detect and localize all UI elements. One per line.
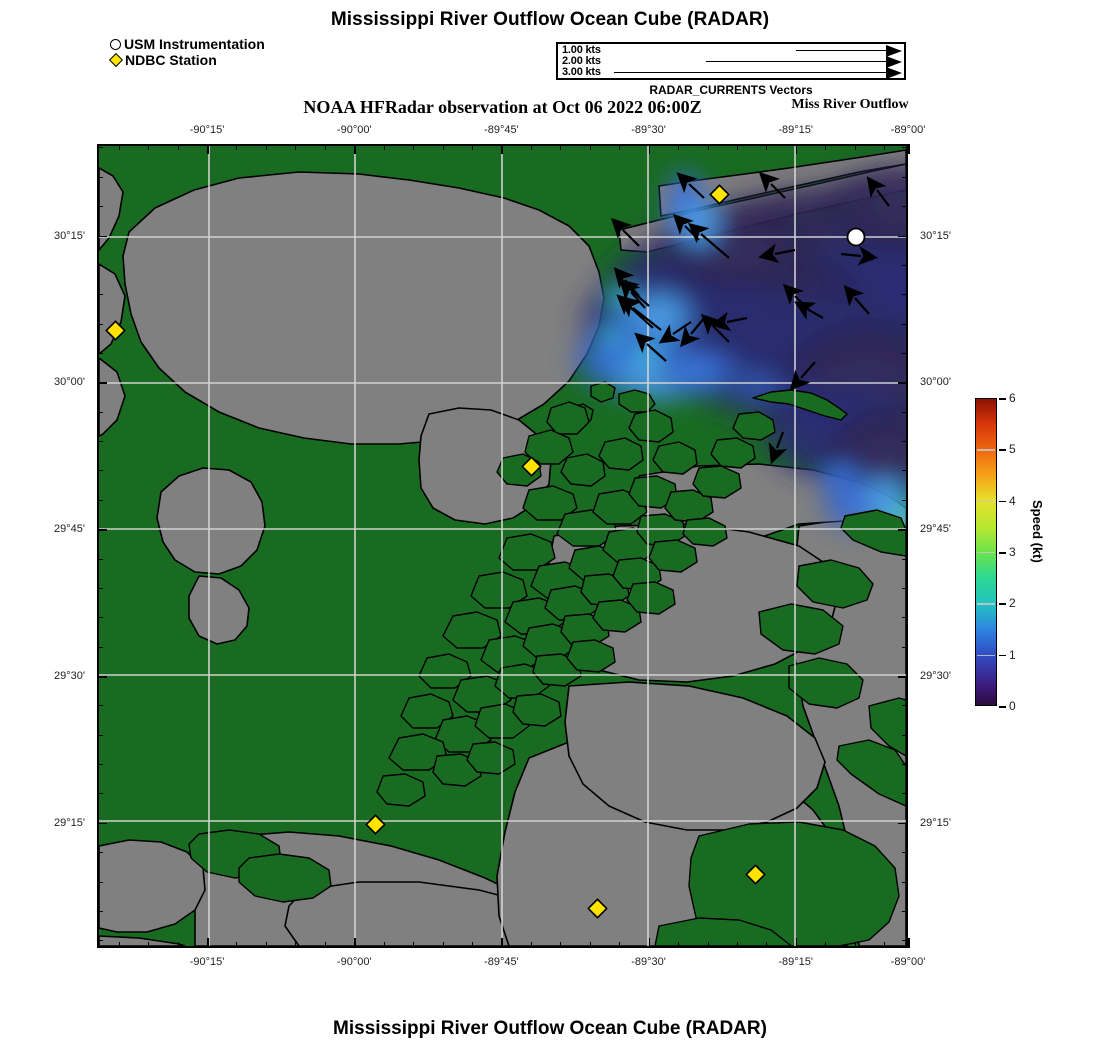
colorbar-tick-label: 3 [1009, 545, 1016, 559]
axis-label-y-right: 30°00' [920, 376, 951, 389]
vector-arrowhead-icon [886, 45, 902, 57]
vector-scale-label-1: 1.00 kts [562, 44, 601, 56]
ndbc-station-marker[interactable] [709, 184, 730, 205]
vector-legend-caption: RADAR_CURRENTS Vectors [649, 83, 813, 97]
page-title: Mississippi River Outflow Ocean Cube (RA… [330, 9, 770, 30]
colorbar-tick [999, 552, 1006, 554]
axis-label-y-left: 30°15' [54, 229, 85, 242]
vector-scale-row-3: 3.00 kts [558, 66, 904, 79]
outflow-label: Miss River Outflow [791, 97, 909, 112]
colorbar-tick [999, 706, 1006, 708]
ndbc-station-marker[interactable] [745, 864, 766, 885]
diamond-marker-icon [108, 52, 124, 68]
colorbar-tick-label: 5 [1009, 442, 1016, 457]
usm-instrumentation-marker[interactable] [846, 227, 866, 247]
colorbar-tick [999, 500, 1006, 503]
axis-label-x-bottom: -89°45' [484, 956, 519, 968]
colorbar-gridline [977, 449, 995, 451]
colorbar-tick [999, 654, 1006, 657]
ndbc-station-marker[interactable] [521, 456, 542, 477]
colorbar-tick-label: 4 [1009, 493, 1016, 508]
colorbar-tick-label: 1 [1009, 647, 1016, 662]
colorbar-tick-label: 2 [1009, 596, 1016, 611]
legend-label-ndbc: NDBC Station [125, 52, 217, 68]
map-canvas [99, 146, 906, 946]
colorbar[interactable]: 0 1 2 3 4 5 6 [975, 391, 1016, 713]
axis-label-y-left: 30°00' [54, 376, 85, 389]
vector-arrowhead-icon [886, 67, 902, 79]
station-markers[interactable] [105, 184, 866, 919]
colorbar-tick-label: 6 [1009, 391, 1016, 405]
colorbar-gridline [977, 603, 995, 605]
vector-scale-row-2: 2.00 kts [558, 55, 904, 68]
vector-tail [614, 72, 886, 73]
axis-label-x-bottom: -89°00' [890, 956, 926, 968]
axis-label-x-top: -89°30' [631, 124, 666, 136]
vector-scale-row-1: 1.00 kts [558, 44, 904, 57]
legend-item-ndbc: NDBC Station [108, 52, 265, 68]
colorbar-gridline [977, 654, 995, 657]
observation-subtitle: NOAA HFRadar observation at Oct 06 2022 … [303, 97, 702, 117]
axis-label-x-top: -89°00' [890, 124, 926, 136]
axis-label-x-bottom: -89°30' [631, 956, 666, 968]
circle-marker-icon [110, 38, 121, 50]
bottom-title: Mississippi River Outflow Ocean Cube (RA… [333, 1018, 767, 1039]
legend-item-usm: USM Instrumentation [110, 36, 265, 52]
vector-scale-label-2: 2.00 kts [562, 55, 601, 67]
marker-legend: USM Instrumentation NDBC Station [108, 36, 265, 68]
axis-label-y-left: 29°30' [54, 670, 85, 682]
map-gridlines [99, 146, 906, 946]
land-overlay [739, 438, 906, 492]
speed-field [563, 156, 906, 536]
vector-scale-legend: 1.00 kts 2.00 kts 3.00 kts [556, 42, 906, 80]
vector-scale-label-3: 3.00 kts [562, 66, 601, 78]
axis-label-x-bottom: -90°15' [189, 956, 225, 968]
axis-label-x-bottom: -89°15' [778, 956, 813, 968]
colorbar-gridline [977, 500, 995, 503]
axis-label-x-bottom: -90°00' [336, 956, 372, 968]
ndbc-station-marker[interactable] [105, 320, 126, 341]
axis-label-y-left: 29°45' [54, 523, 85, 536]
axis-label-x-top: -90°00' [336, 124, 372, 136]
current-vectors [610, 172, 890, 391]
ndbc-station-marker[interactable] [587, 898, 608, 919]
axis-label-y-right: 29°15' [920, 816, 951, 829]
axis-label-y-right: 29°30' [920, 670, 951, 682]
colorbar-tick [999, 603, 1006, 605]
colorbar-gridline [977, 552, 995, 554]
colorbar-title: Speed (kt) [1030, 500, 1045, 563]
marsh-polygons [188, 381, 906, 946]
vector-tail [706, 61, 886, 62]
axis-label-x-top: -90°15' [189, 124, 225, 136]
colorbar-tick-label: 0 [1009, 699, 1016, 713]
axis-label-x-top: -89°15' [778, 124, 813, 136]
ndbc-station-marker[interactable] [365, 814, 386, 835]
axis-tick-major [908, 938, 910, 948]
axis-tick-major [908, 144, 910, 154]
colorbar-tick [999, 449, 1006, 451]
axis-label-x-top: -89°45' [484, 124, 519, 136]
map-plot-area[interactable] [97, 144, 908, 948]
vector-tail [796, 50, 886, 51]
axis-label-y-right: 30°15' [920, 229, 951, 242]
vector-arrowhead-icon [886, 56, 902, 68]
legend-label-usm: USM Instrumentation [124, 36, 265, 52]
colorbar-tick [999, 398, 1006, 400]
axis-label-y-left: 29°15' [54, 816, 85, 829]
axis-label-y-right: 29°45' [920, 523, 951, 536]
current-vectors-extra [613, 171, 870, 465]
